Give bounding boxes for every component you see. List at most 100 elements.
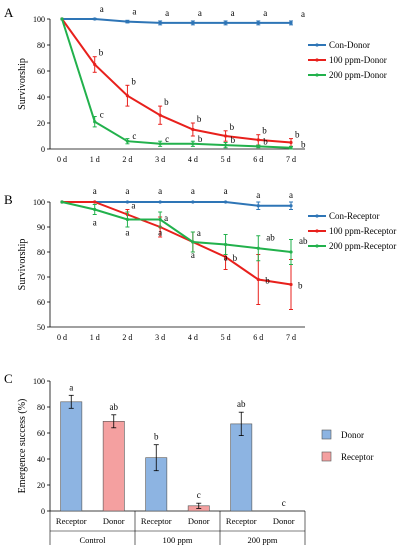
y-tick-label: 100 bbox=[33, 15, 45, 24]
data-point bbox=[158, 142, 162, 146]
y-tick-label: 50 bbox=[37, 323, 45, 332]
y-tick-label: 80 bbox=[37, 41, 45, 50]
significance-label: ab bbox=[266, 232, 275, 242]
emergence-success-chart: 0 20 40 60 80 100 Emergence success (%) a Recept… bbox=[17, 377, 373, 545]
data-point bbox=[191, 200, 195, 204]
legend-label: Con-Receptor bbox=[329, 211, 379, 221]
significance-label: a bbox=[131, 201, 135, 211]
legend-marker bbox=[315, 244, 319, 248]
x-tick-label: 0 d bbox=[57, 333, 67, 342]
x-tick-label: 5 d bbox=[221, 155, 231, 164]
x-group-label: 200 ppm bbox=[248, 535, 278, 545]
legend-marker bbox=[315, 214, 319, 218]
x-group-label: Control bbox=[80, 535, 107, 545]
x-tick-label: 7 d bbox=[286, 155, 296, 164]
x-category-label: Receptor bbox=[56, 516, 87, 526]
data-point bbox=[223, 134, 228, 138]
y-tick-label: 60 bbox=[37, 67, 45, 76]
x-tick-label: 5 d bbox=[221, 333, 231, 342]
data-point bbox=[289, 250, 293, 254]
survivorship-donor-chart: 0 20 40 60 80 100 0 d 1 d 2 d 3 d 4 d 5 d 6 d 7 d Surv… bbox=[17, 4, 387, 164]
significance-label: c bbox=[197, 490, 201, 500]
data-point bbox=[60, 200, 64, 204]
bar bbox=[230, 423, 253, 512]
legend-marker bbox=[315, 58, 319, 62]
legend-label: 100 ppm-Receptor bbox=[329, 226, 396, 236]
y-tick-label: 20 bbox=[37, 481, 45, 490]
y-tick-label: 0 bbox=[41, 507, 45, 516]
data-point bbox=[158, 200, 162, 204]
x-category-label: Receptor bbox=[226, 516, 257, 526]
legend-label: Receptor bbox=[341, 452, 373, 462]
data-point bbox=[158, 21, 162, 25]
data-point bbox=[289, 204, 293, 208]
significance-label: a bbox=[93, 218, 97, 228]
x-category-label: Donor bbox=[103, 516, 125, 526]
significance-label: b bbox=[233, 253, 238, 263]
significance-label: a bbox=[158, 228, 162, 238]
data-point bbox=[256, 246, 260, 250]
y-tick-label: 70 bbox=[37, 273, 45, 282]
significance-label: c bbox=[100, 110, 104, 120]
series-line-2 bbox=[61, 201, 292, 253]
data-point bbox=[93, 200, 97, 204]
significance-label: a bbox=[231, 8, 235, 18]
panel-label-a: A bbox=[4, 5, 14, 20]
series-line-2 bbox=[61, 18, 292, 149]
data-point bbox=[191, 142, 195, 146]
significance-label: b bbox=[262, 126, 267, 136]
data-point bbox=[125, 20, 130, 24]
y-tick-label: 80 bbox=[37, 403, 45, 412]
significance-label: b bbox=[198, 134, 203, 144]
legend-swatch bbox=[321, 451, 332, 462]
significance-label: b bbox=[301, 140, 306, 150]
significance-label: b bbox=[230, 122, 235, 132]
data-point bbox=[256, 204, 260, 208]
y-tick-label: 80 bbox=[37, 248, 45, 257]
x-tick-label: 7 d bbox=[286, 333, 296, 342]
y-tick-label: 40 bbox=[37, 93, 45, 102]
data-point bbox=[125, 139, 130, 143]
data-point bbox=[60, 17, 64, 21]
significance-label: a bbox=[256, 190, 260, 200]
x-tick-label: 2 d bbox=[122, 155, 132, 164]
significance-label: a bbox=[289, 190, 293, 200]
legend-label: 100 ppm-Donor bbox=[329, 55, 387, 65]
data-point bbox=[223, 21, 228, 25]
significance-label: b bbox=[263, 136, 268, 146]
data-point bbox=[223, 255, 228, 259]
significance-label: b bbox=[164, 97, 169, 107]
data-point bbox=[191, 240, 195, 244]
significance-label: c bbox=[282, 498, 286, 508]
y-tick-label: 20 bbox=[37, 119, 45, 128]
data-point bbox=[289, 146, 293, 150]
significance-label: a bbox=[158, 186, 162, 196]
significance-label: a bbox=[132, 7, 136, 17]
legend-label: Donor bbox=[341, 430, 364, 440]
data-point bbox=[93, 120, 97, 124]
x-category-label: Donor bbox=[188, 516, 210, 526]
series-line-0 bbox=[62, 201, 291, 207]
significance-label: b bbox=[298, 281, 303, 291]
survivorship-receptor-chart: 50 60 70 80 90 100 0 d 1 d 2 d 3 d 4 d 5 d 6 d 7 d Sur… bbox=[17, 186, 396, 342]
data-point bbox=[191, 21, 195, 25]
y-axis-title: Survivorship bbox=[17, 239, 28, 291]
x-tick-label: 6 d bbox=[253, 155, 263, 164]
significance-label: a bbox=[125, 186, 129, 196]
significance-label: ab bbox=[299, 236, 308, 246]
significance-label: ab bbox=[110, 402, 119, 412]
significance-label: c bbox=[132, 131, 136, 141]
panel-label-c: C bbox=[4, 371, 13, 386]
significance-label: a bbox=[125, 228, 129, 238]
series-line-1 bbox=[62, 201, 292, 286]
legend-label: Con-Donor bbox=[329, 40, 370, 50]
significance-label: c bbox=[165, 134, 169, 144]
data-point bbox=[125, 217, 130, 222]
bar bbox=[102, 420, 125, 512]
legend-marker bbox=[315, 229, 319, 233]
significance-label: a bbox=[93, 186, 97, 196]
significance-label: a bbox=[197, 228, 201, 238]
significance-label: a bbox=[100, 4, 104, 14]
significance-label: a bbox=[224, 186, 228, 196]
